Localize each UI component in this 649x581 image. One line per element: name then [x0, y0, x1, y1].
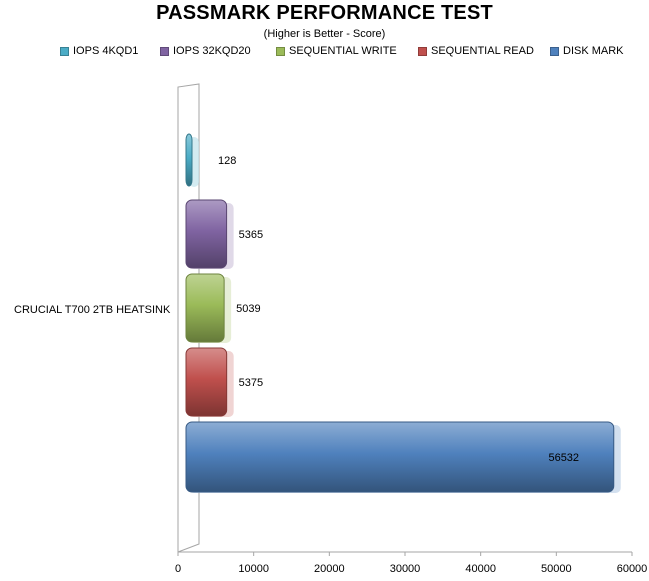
legend-item: IOPS 32KQD20	[160, 45, 251, 57]
legend-swatch	[160, 46, 169, 56]
bar	[185, 347, 228, 417]
legend-swatch	[418, 46, 427, 56]
legend-item: IOPS 4KQD1	[60, 45, 138, 57]
category-label: CRUCIAL T700 2TB HEATSINK	[14, 304, 171, 316]
x-tick-label: 60000	[617, 563, 648, 575]
bar	[185, 133, 193, 187]
data-label: 5375	[239, 377, 263, 389]
x-tick-label: 0	[175, 563, 181, 575]
x-tick-label: 40000	[465, 563, 496, 575]
chart-subtitle: (Higher is Better - Score)	[263, 28, 386, 40]
legend-label: SEQUENTIAL READ	[431, 45, 534, 57]
legend-label: IOPS 32KQD20	[173, 45, 251, 57]
legend-item: DISK MARK	[550, 45, 624, 57]
chart-title: PASSMARK PERFORMANCE TEST	[156, 2, 493, 24]
x-tick-label: 10000	[238, 563, 269, 575]
data-label: 56532	[548, 452, 579, 464]
data-label: 5365	[239, 229, 263, 241]
legend-label: DISK MARK	[563, 45, 624, 57]
legend-item: SEQUENTIAL WRITE	[276, 45, 397, 57]
x-tick-label: 20000	[314, 563, 345, 575]
x-tick-label: 50000	[541, 563, 572, 575]
bar	[185, 199, 228, 269]
legend-swatch	[60, 46, 69, 56]
x-tick-label: 30000	[390, 563, 421, 575]
bar	[185, 421, 615, 493]
legend-label: SEQUENTIAL WRITE	[289, 45, 397, 57]
legend-swatch	[550, 46, 559, 56]
bar	[185, 273, 225, 343]
legend: IOPS 4KQD1 IOPS 32KQD20 SEQUENTIAL WRITE…	[0, 45, 649, 61]
legend-item: SEQUENTIAL READ	[418, 45, 534, 57]
data-label: 5039	[236, 303, 260, 315]
data-label: 128	[218, 155, 236, 167]
legend-swatch	[276, 46, 285, 56]
legend-label: IOPS 4KQD1	[73, 45, 139, 57]
